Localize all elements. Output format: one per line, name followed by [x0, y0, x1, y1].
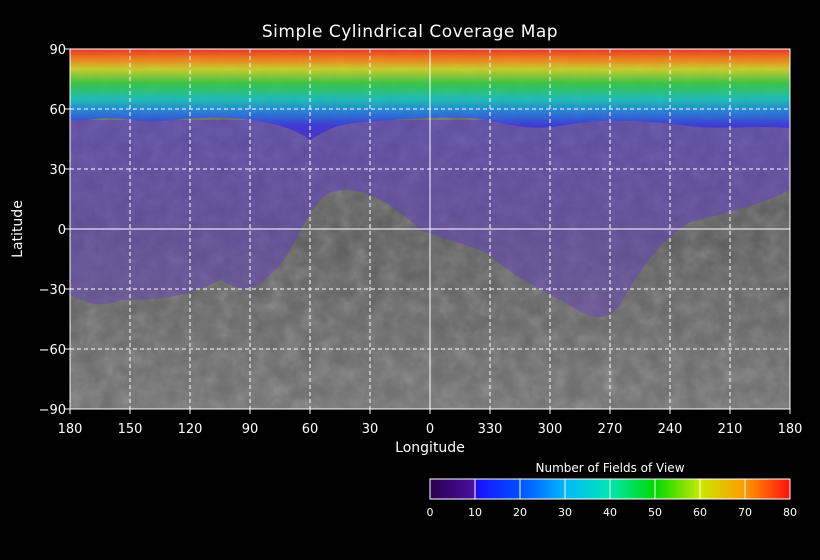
y-tick-label: 0: [58, 223, 66, 238]
x-tick-label: 0: [426, 422, 434, 437]
map-title: Simple Cylindrical Coverage Map: [261, 22, 559, 42]
x-tick-label: 120: [178, 422, 203, 437]
x-tick-label: 240: [658, 422, 683, 437]
x-tick-label: 270: [598, 422, 623, 437]
colorbar-tick-label: 20: [513, 506, 527, 519]
colorbar-title: Number of Fields of View: [535, 461, 684, 475]
y-tick-label: −90: [39, 403, 66, 418]
x-axis-title: Longitude: [395, 440, 465, 456]
x-axis: 180 150 120 90 60 30 0 330 300 270 240 210 180: [58, 409, 803, 437]
colorbar-tick-label: 10: [468, 506, 482, 519]
x-tick-label: 300: [538, 422, 563, 437]
colorbar-tick-label: 30: [558, 506, 572, 519]
x-tick-label: 30: [362, 422, 379, 437]
y-axis: 90 60 30 0 −30 −60 −90: [39, 43, 70, 418]
colorbar-tick-label: 0: [427, 506, 434, 519]
graticule: [70, 49, 790, 409]
x-tick-label: 210: [718, 422, 743, 437]
colorbar-tick-label: 80: [783, 506, 797, 519]
colorbar-tick-label: 60: [693, 506, 707, 519]
y-tick-label: −60: [39, 343, 66, 358]
colorbar-tick-label: 50: [648, 506, 662, 519]
x-tick-label: 180: [58, 422, 83, 437]
y-tick-label: 60: [49, 103, 66, 118]
colorbar: Number of Fields of View 0 10 20 30 40 50 60 70…: [427, 461, 798, 519]
colorbar-tick-label: 40: [603, 506, 617, 519]
y-tick-label: 90: [49, 43, 66, 58]
x-tick-label: 60: [302, 422, 319, 437]
x-tick-label: 330: [478, 422, 503, 437]
x-tick-label: 90: [242, 422, 259, 437]
colorbar-ticks: 0 10 20 30 40 50 60 70 80: [427, 479, 797, 519]
colorbar-tick-label: 70: [738, 506, 752, 519]
x-tick-label: 150: [118, 422, 143, 437]
x-tick-label: 180: [778, 422, 803, 437]
y-axis-title: Latitude: [10, 200, 26, 258]
y-tick-label: −30: [39, 283, 66, 298]
y-tick-label: 30: [49, 163, 66, 178]
